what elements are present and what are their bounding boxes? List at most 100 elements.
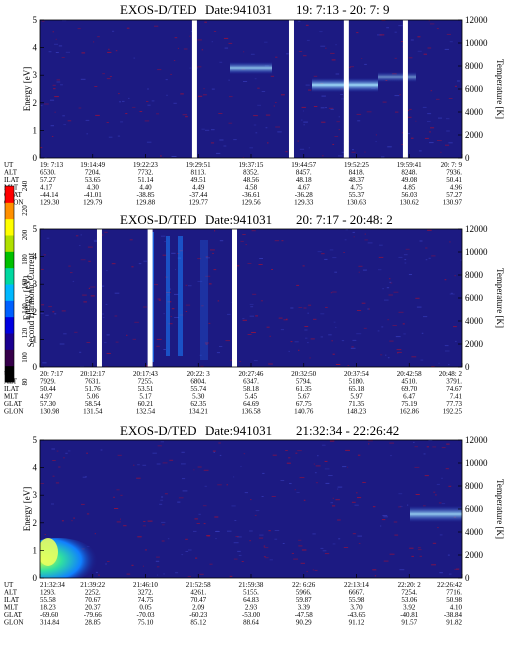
noise-speck — [417, 547, 421, 549]
table-cell: -38.84 — [444, 611, 463, 619]
noise-speck — [367, 242, 373, 244]
noise-speck — [368, 443, 370, 445]
colorbar-tick-label: 240 — [21, 180, 29, 191]
noise-speck — [104, 342, 107, 344]
noise-speck — [319, 31, 323, 33]
noise-speck — [424, 137, 429, 139]
noise-speck — [446, 118, 450, 120]
noise-speck — [405, 133, 411, 135]
noise-speck — [285, 450, 288, 451]
noise-speck — [310, 338, 315, 340]
noise-speck — [352, 533, 356, 535]
noise-speck — [337, 488, 339, 490]
table-cell: 60.21 — [138, 400, 154, 408]
noise-speck — [352, 231, 355, 233]
noise-speck — [291, 552, 294, 554]
noise-speck — [398, 506, 402, 508]
noise-speck — [449, 241, 451, 243]
noise-speck — [454, 275, 456, 277]
noise-speck — [235, 536, 239, 538]
noise-speck — [258, 264, 263, 265]
noise-speck — [270, 75, 275, 77]
noise-speck — [68, 265, 71, 267]
noise-speck — [162, 524, 165, 526]
table-cell: 61.35 — [296, 385, 312, 393]
noise-speck — [455, 340, 457, 342]
noise-speck — [377, 330, 380, 332]
noise-speck — [271, 496, 276, 497]
table-cell: 50.98 — [446, 596, 462, 604]
colorbar-tick-label: 180 — [21, 254, 29, 265]
noise-speck — [56, 81, 61, 83]
colorbar-segment — [5, 251, 14, 269]
table-cell: 6347. — [243, 378, 259, 386]
noise-speck — [74, 331, 78, 333]
noise-speck — [61, 520, 64, 522]
colorbar-label: Second Harmonic Current — [26, 252, 36, 347]
table-row-label: UT — [4, 161, 14, 169]
table-cell: -53.00 — [242, 611, 261, 619]
noise-speck — [50, 125, 54, 127]
y-tick-label-right: 2000 — [465, 550, 484, 560]
low-energy-blob — [40, 538, 98, 578]
y-tick-label-right: 8000 — [465, 270, 484, 280]
noise-speck — [257, 104, 261, 106]
noise-speck — [315, 482, 319, 484]
table-cell: -69.60 — [40, 611, 59, 619]
noise-speck — [243, 81, 248, 82]
noise-speck — [306, 571, 308, 573]
noise-speck — [213, 269, 217, 271]
noise-speck — [410, 137, 414, 139]
data-gap — [402, 20, 408, 158]
noise-speck — [378, 269, 382, 271]
noise-speck — [120, 494, 123, 496]
noise-speck — [208, 283, 212, 285]
noise-speck — [174, 37, 178, 39]
noise-speck — [156, 338, 162, 340]
spectrogram-background — [40, 440, 462, 578]
noise-speck — [298, 539, 302, 541]
noise-speck — [224, 47, 228, 49]
colorbar-segment — [5, 186, 14, 203]
noise-speck — [219, 139, 224, 141]
noise-speck — [90, 286, 96, 288]
noise-speck — [242, 319, 247, 321]
table-cell: -47.58 — [295, 611, 314, 619]
noise-speck — [233, 139, 237, 141]
noise-speck — [345, 229, 348, 231]
noise-speck — [329, 440, 335, 442]
noise-speck — [249, 303, 254, 305]
noise-speck — [356, 113, 362, 115]
table-cell: 19:52:25 — [344, 161, 369, 169]
noise-speck — [219, 346, 223, 347]
noise-speck — [63, 124, 66, 126]
noise-speck — [325, 47, 327, 49]
ylabel-right: Temperature [K] — [495, 479, 505, 539]
noise-speck — [364, 233, 366, 235]
data-gap — [96, 229, 102, 367]
noise-speck — [128, 97, 130, 99]
noise-speck — [95, 114, 100, 116]
noise-speck — [170, 316, 172, 317]
table-cell: 4.40 — [139, 184, 152, 192]
y-tick-label-left: 5 — [33, 435, 38, 445]
noise-speck — [86, 452, 88, 454]
noise-speck — [395, 111, 399, 113]
table-cell: 28.85 — [85, 619, 101, 627]
noise-speck — [115, 50, 118, 52]
noise-speck — [419, 240, 423, 242]
noise-speck — [132, 338, 136, 340]
y-tick-label-right: 12000 — [465, 224, 488, 234]
table-cell: 50.41 — [446, 176, 462, 184]
noise-speck — [444, 279, 447, 281]
noise-speck — [250, 53, 255, 55]
noise-speck — [335, 364, 341, 365]
noise-speck — [52, 475, 55, 477]
noise-speck — [253, 115, 258, 117]
noise-speck — [320, 547, 324, 549]
noise-speck — [197, 280, 203, 282]
panel-3: EXOS-D/TED Date:941031 21:32:34 - 22:26:… — [4, 423, 505, 627]
noise-speck — [332, 291, 337, 293]
table-cell: 5966. — [296, 589, 312, 597]
